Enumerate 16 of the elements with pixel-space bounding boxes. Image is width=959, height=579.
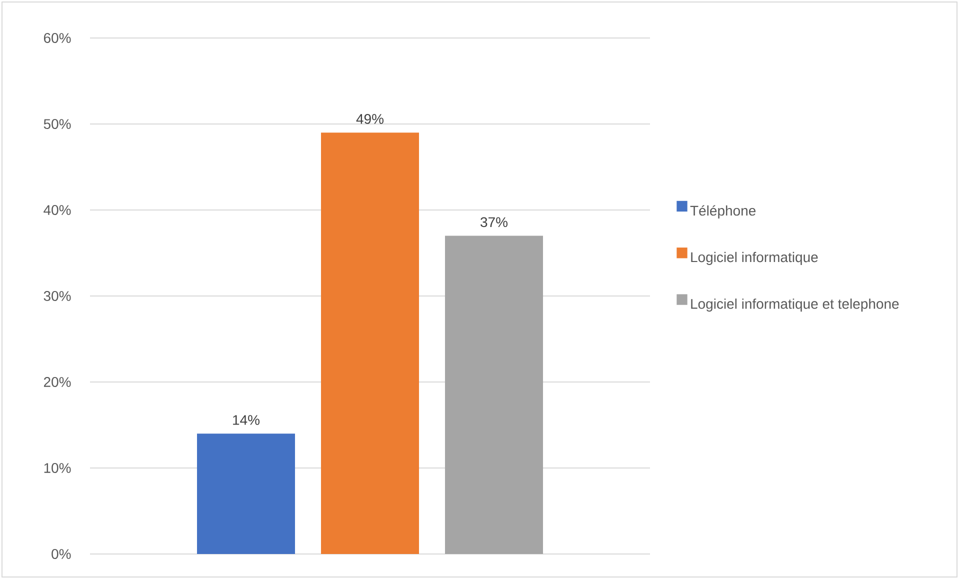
y-tick-label: 60%	[44, 33, 71, 43]
bar	[445, 236, 544, 554]
y-tick-label: 20%	[44, 377, 71, 387]
bar	[321, 132, 420, 554]
y-tick-label: 10%	[44, 463, 71, 473]
y-tick-label: 40%	[44, 205, 71, 215]
legend-label: Logiciel informatique	[691, 252, 818, 265]
legend-label: Logiciel informatique et telephone	[691, 298, 899, 312]
data-label: 14%	[233, 415, 260, 425]
data-label: 37%	[480, 217, 508, 228]
y-tick-label: 30%	[44, 291, 71, 301]
y-tick-label: 50%	[44, 119, 71, 129]
y-tick-label: 0%	[52, 549, 71, 559]
bar	[197, 434, 296, 554]
legend-label: Téléphone	[690, 205, 756, 218]
data-label: 49%	[356, 114, 384, 124]
